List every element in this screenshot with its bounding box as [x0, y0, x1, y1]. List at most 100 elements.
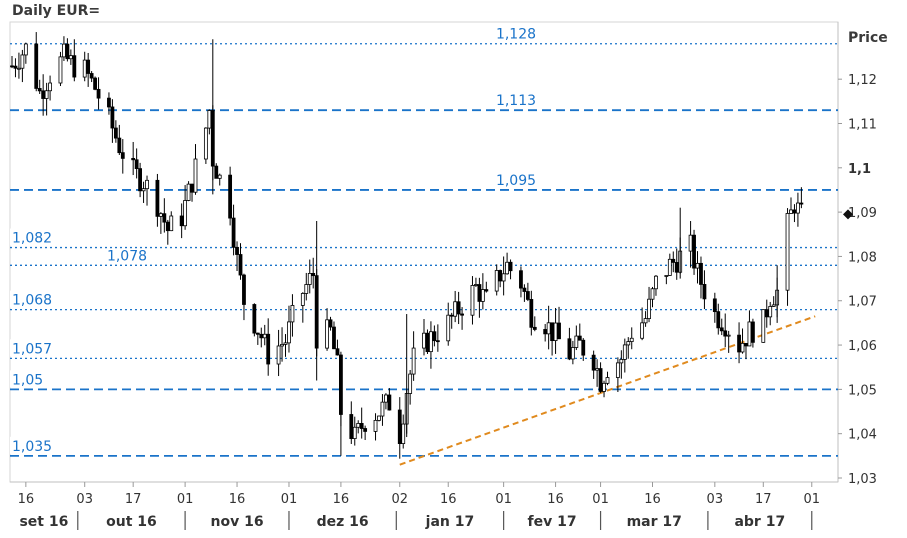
candle-body	[667, 258, 672, 276]
candle-body	[626, 341, 631, 346]
candle-body	[193, 158, 198, 193]
candle-body	[356, 423, 361, 428]
x-tick-label: 16	[440, 492, 457, 507]
candle-body	[113, 127, 118, 139]
level-label-bg	[10, 436, 58, 454]
month-label: mar 17	[627, 514, 682, 530]
candle-body	[259, 333, 264, 339]
month-label: fev 17	[528, 514, 577, 530]
month-label: abr 17	[734, 514, 785, 530]
level-label: 1,095	[496, 173, 536, 189]
x-tick-label: 16	[229, 492, 246, 507]
level-label-bg	[10, 370, 58, 388]
candle-body	[162, 213, 167, 223]
candle-body	[553, 322, 558, 342]
candle-body	[751, 321, 755, 343]
candle-body	[695, 262, 700, 269]
candle-body	[41, 90, 46, 99]
candle-body	[107, 97, 111, 108]
candle-body	[349, 414, 354, 439]
candle-body	[785, 213, 790, 291]
candle-body	[231, 217, 236, 248]
candle-body	[96, 88, 101, 99]
y-tick-label: 1,06	[848, 339, 877, 354]
candle-body	[134, 159, 139, 170]
candle-body	[328, 319, 333, 328]
candle-body	[411, 347, 416, 375]
candle-body	[48, 82, 52, 92]
level-label: 1,068	[12, 293, 52, 309]
candle-body	[446, 314, 451, 342]
x-tick-label: 02	[391, 492, 408, 507]
candle-body	[23, 43, 28, 56]
candle-body	[484, 289, 489, 292]
candle-body	[165, 221, 170, 232]
candle-body	[761, 309, 766, 343]
candle-body	[72, 55, 77, 78]
candle-body	[235, 246, 239, 255]
candle-body	[525, 291, 530, 300]
candle-body	[93, 77, 97, 90]
candle-body	[262, 333, 267, 339]
candle-body	[283, 342, 288, 345]
candle-body	[501, 273, 506, 282]
candle-body	[726, 334, 731, 337]
candle-body	[307, 273, 312, 285]
candle-body	[117, 137, 122, 154]
candle-body	[622, 344, 627, 360]
level-label: 1,057	[12, 341, 52, 357]
y-tick-label: 1,07	[848, 295, 877, 310]
candle-body	[654, 275, 658, 290]
candle-body	[470, 285, 475, 316]
candle-body	[300, 293, 305, 306]
candle-body	[567, 338, 572, 360]
x-tick-label: 01	[592, 492, 609, 507]
candle-body	[723, 330, 728, 337]
candle-body	[242, 274, 246, 305]
candle-body	[179, 215, 184, 227]
level-label-bg	[10, 228, 58, 246]
level-label-bg	[10, 290, 58, 308]
x-tick-label: 01	[177, 492, 194, 507]
level-label: 1,113	[496, 93, 536, 109]
candle-body	[408, 373, 413, 394]
level-label-bg	[10, 339, 58, 357]
candle-body	[290, 305, 295, 323]
candle-body	[629, 337, 634, 342]
candle-body	[138, 168, 143, 192]
candle-body	[34, 43, 39, 89]
y-tick-label: 1,03	[848, 472, 877, 487]
candle-body	[674, 262, 679, 273]
candle-body	[456, 301, 461, 315]
candle-body	[474, 284, 478, 286]
candle-body	[664, 275, 669, 277]
candle-body	[643, 318, 648, 324]
month-label: set 16	[19, 514, 68, 530]
candle-body	[397, 409, 402, 444]
candle-body	[304, 284, 309, 294]
y-tick-label: 1,05	[848, 383, 877, 398]
candle-body	[352, 426, 357, 439]
candle-body	[141, 188, 146, 192]
candle-body	[692, 234, 696, 269]
candle-body	[432, 331, 437, 342]
candle-body	[120, 152, 125, 159]
x-tick-label: 16	[547, 492, 564, 507]
candle-body	[183, 200, 188, 227]
candle-body	[266, 333, 271, 365]
candle-body	[747, 321, 752, 347]
candle-body	[543, 329, 548, 335]
candle-body	[13, 65, 18, 69]
level-label: 1,05	[12, 372, 43, 388]
candle-body	[252, 304, 257, 334]
candle-body	[519, 270, 523, 289]
candle-body	[332, 326, 336, 350]
candle-body	[359, 423, 364, 429]
month-label: jan 17	[425, 514, 475, 530]
candle-body	[335, 348, 340, 356]
chart-title: Daily EUR=	[12, 3, 101, 19]
x-tick-label: 03	[707, 492, 724, 507]
candle-body	[276, 345, 281, 365]
